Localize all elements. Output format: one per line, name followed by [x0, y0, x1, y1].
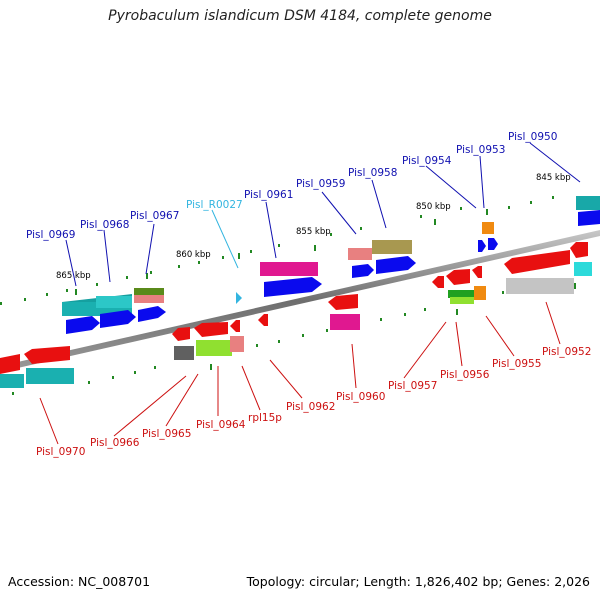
gene-box-khaki: [372, 240, 412, 254]
gene-arrow-red-5: [230, 320, 240, 332]
gene-box-magenta-2: [330, 314, 360, 330]
gene-box-salmon-3: [230, 336, 244, 352]
gene-arrow-red-4: [194, 322, 228, 337]
gene-box-lightgray: [506, 278, 574, 294]
gene-label: Pisl_0953: [456, 144, 505, 156]
gene-arrow-blue-1: [66, 316, 100, 334]
gene-box-cyan-4: [26, 368, 74, 384]
gene-box-salmon-2: [348, 248, 372, 260]
gene-arrow-red-12: [570, 242, 588, 258]
gene-box-cyan-2: [96, 296, 132, 308]
plus-strand-features: [62, 196, 600, 334]
genome-backbone: [0, 230, 600, 372]
scale-label-850: 850 kbp: [416, 202, 451, 212]
dotted-track-upper: [0, 196, 554, 305]
scale-label-860: 860 kbp: [176, 250, 211, 260]
gene-arrow-blue-9: [578, 210, 600, 226]
gene-label: Pisl_0958: [348, 167, 397, 179]
gene-label: Pisl_0952: [542, 346, 591, 358]
gene-box-cyan-3: [0, 374, 24, 388]
gene-arrow-red-2: [24, 346, 70, 364]
gene-label: Pisl_0965: [142, 428, 191, 440]
gene-arrow-blue-5: [352, 264, 374, 278]
gene-arrow-red-11: [504, 250, 570, 274]
gene-arrow-red-3: [172, 327, 190, 341]
leader-lines-top: [65, 142, 581, 287]
gene-arrow-red-6: [258, 314, 268, 326]
leader-lines-bottom: [39, 301, 561, 445]
gene-box-green: [448, 290, 474, 298]
gene-arrow-blue-6: [376, 256, 416, 274]
gene-arrow-blue-8: [488, 238, 498, 250]
rna-arrow: [236, 292, 242, 304]
gene-arrow-blue-7: [478, 240, 486, 252]
gene-arrow-red-9: [446, 269, 470, 285]
minus-strand-features: [0, 242, 592, 388]
gene-label: Pisl_0956: [440, 369, 490, 381]
gene-label: Pisl_0967: [130, 210, 179, 222]
gene-label: rpl15p: [248, 412, 282, 424]
gene-label: Pisl_0954: [402, 155, 452, 167]
gene-labels-top: Pisl_0969 Pisl_0968 Pisl_0967 Pisl_R0027…: [26, 131, 557, 241]
gene-box-lime-2: [450, 297, 474, 304]
gene-box-olive: [134, 288, 164, 297]
gene-label: Pisl_0966: [90, 437, 140, 449]
gene-label: Pisl_0957: [388, 380, 437, 392]
gene-arrow-blue-4: [264, 277, 322, 297]
gene-arrow-red-1: [0, 354, 20, 374]
gene-box-orange-2: [474, 286, 486, 300]
gene-label: Pisl_0960: [336, 391, 385, 403]
gene-label: Pisl_0968: [80, 219, 129, 231]
gene-label: Pisl_0970: [36, 446, 85, 458]
topology-text: Topology: circular; Length: 1,826,402 bp…: [246, 574, 590, 589]
gene-box-teal-right: [576, 196, 600, 210]
gene-box-gray: [174, 346, 194, 360]
scale-label-855: 855 kbp: [296, 227, 331, 237]
gene-label: Pisl_0961: [244, 189, 293, 201]
gene-box-salmon: [134, 295, 164, 303]
page-title: Pyrobaculum islandicum DSM 4184, complet…: [108, 8, 492, 24]
gene-box-magenta: [260, 262, 318, 276]
gene-label: Pisl_0964: [196, 419, 246, 431]
accession-text: Accession: NC_008701: [8, 574, 151, 589]
gene-labels-bottom: Pisl_0970 Pisl_0966 Pisl_0965 Pisl_0964 …: [36, 346, 591, 458]
gene-label-rna: Pisl_R0027: [186, 199, 243, 211]
gene-label: Pisl_0962: [286, 401, 335, 413]
gene-label: Pisl_0955: [492, 358, 541, 370]
scale-label-845: 845 kbp: [536, 173, 571, 183]
gene-label: Pisl_0969: [26, 229, 75, 241]
gene-arrow-blue-2: [100, 310, 136, 328]
gene-arrow-blue-3: [138, 306, 166, 322]
gene-box-cyan-5: [574, 262, 592, 276]
gene-box-orange: [482, 222, 494, 234]
gene-arrow-red-7: [328, 294, 358, 310]
leader-line-rna: [211, 209, 239, 269]
gene-box-lime: [196, 340, 232, 356]
gene-label: Pisl_0959: [296, 178, 345, 190]
gene-label: Pisl_0950: [508, 131, 557, 143]
gene-arrow-red-10: [472, 266, 482, 278]
gene-arrow-red-8: [432, 276, 444, 288]
